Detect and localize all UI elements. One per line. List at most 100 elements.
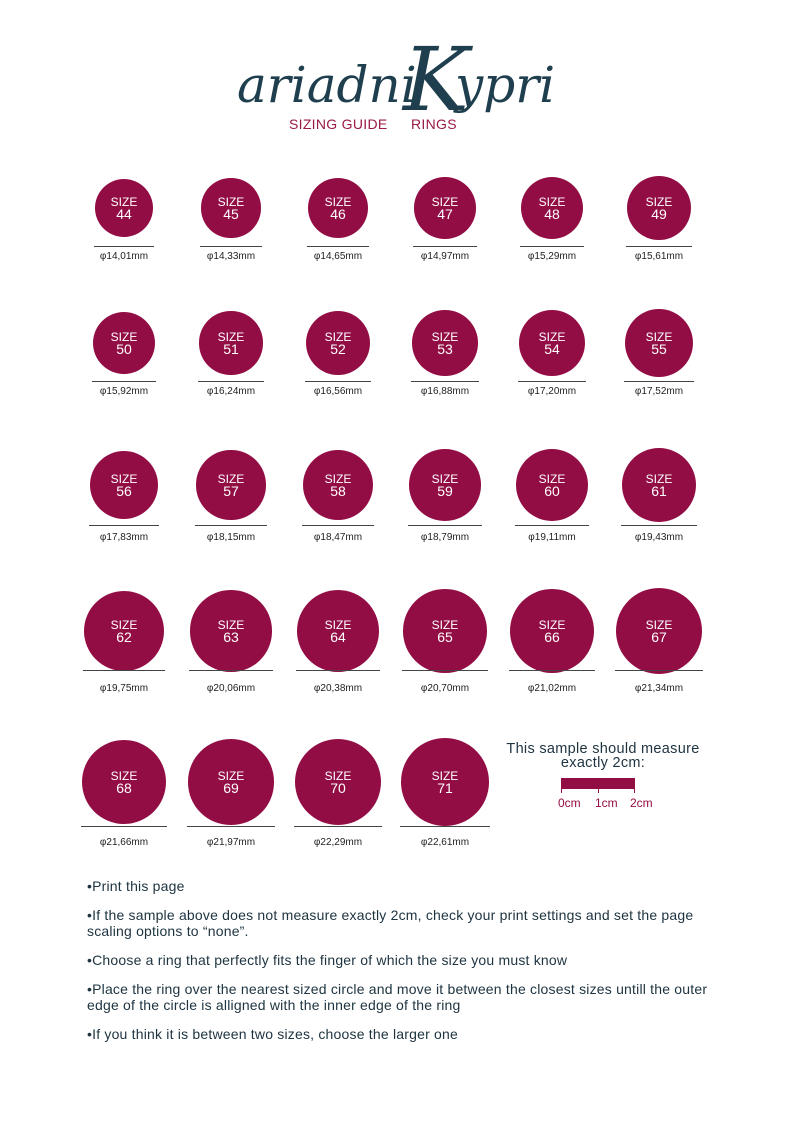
size-rule [517, 381, 587, 382]
size-diameter: φ18,47mm [313, 532, 363, 543]
size-number: 57 [223, 482, 239, 499]
size-number: 61 [651, 483, 667, 499]
size-diameter: φ18,15mm [206, 532, 256, 543]
size-label: SIZE [645, 330, 673, 344]
size-number: 62 [116, 629, 132, 645]
size-diameter: φ21,02mm [527, 683, 577, 694]
size-label: SIZE [645, 618, 673, 632]
size-number: 55 [651, 341, 667, 357]
size-label: SIZE [431, 768, 459, 783]
sample-title-line2: exactly 2cm: [560, 755, 646, 771]
size-number: 58 [330, 482, 346, 499]
size-circle: SIZE 49 [627, 176, 691, 240]
brand-name-k: K [401, 30, 473, 131]
size-diameter: φ20,06mm [206, 683, 256, 694]
size-rule [304, 381, 372, 382]
size-rule [83, 670, 165, 671]
size-circle: SIZE 64 [296, 589, 380, 673]
sample-tick [598, 788, 599, 793]
size-diameter: φ19,43mm [634, 532, 684, 543]
size-number: 45 [223, 205, 239, 222]
size-rule [301, 525, 375, 526]
size-rule [200, 246, 262, 247]
size-rule [519, 246, 585, 247]
size-number: 49 [651, 206, 667, 222]
brand-name-left: ariadni [237, 56, 417, 114]
size-diameter: φ22,29mm [313, 837, 363, 848]
size-rule [195, 525, 267, 526]
size-rule [402, 670, 488, 671]
brand-logo: ariadni K ypri [237, 30, 555, 131]
size-number: 50 [116, 341, 132, 357]
size-circle: SIZE 68 [82, 740, 166, 824]
size-number: 70 [330, 779, 346, 796]
size-rule [89, 525, 159, 526]
sample-bar [561, 778, 635, 789]
size-circle: SIZE 53 [412, 310, 478, 376]
size-diameter: φ19,11mm [528, 532, 576, 543]
sample-title-line1: This sample should measure [506, 741, 700, 757]
size-number: 65 [437, 628, 453, 645]
size-diameter: φ20,70mm [420, 683, 470, 694]
size-label: SIZE [431, 617, 459, 632]
size-diameter: φ15,29mm [527, 251, 577, 262]
size-diameter: φ15,61mm [634, 251, 684, 262]
size-rule [413, 246, 477, 247]
size-diameter: φ20,38mm [313, 683, 363, 694]
size-number: 52 [330, 340, 346, 357]
size-circle: SIZE 65 [403, 589, 487, 673]
size-rule [514, 525, 590, 526]
size-circle: SIZE 58 [302, 449, 374, 521]
sample-tick-label: 0cm [558, 796, 581, 810]
size-rule [626, 246, 692, 247]
size-diameter: φ18,79mm [420, 532, 470, 543]
size-number: 69 [223, 779, 239, 796]
size-label: SIZE [431, 329, 459, 344]
size-circle: SIZE 59 [409, 449, 481, 521]
size-label: SIZE [217, 329, 245, 344]
size-number: 53 [437, 340, 453, 357]
size-circle: SIZE 61 [622, 448, 696, 522]
brand-subtitle-right: RINGS [411, 116, 457, 132]
size-diameter: φ15,92mm [99, 386, 149, 397]
size-label: SIZE [324, 329, 352, 344]
size-label: SIZE [645, 472, 673, 486]
size-diameter: φ17,20mm [527, 386, 577, 397]
size-circle: SIZE 51 [199, 311, 263, 375]
size-rule [400, 826, 490, 827]
size-diameter: φ16,88mm [420, 386, 470, 397]
size-diameter: φ21,97mm [206, 837, 256, 848]
size-label: SIZE [538, 329, 566, 344]
size-label: SIZE [217, 471, 245, 486]
size-label: SIZE [324, 617, 352, 632]
size-diameter: φ16,56mm [313, 386, 363, 397]
size-rule [81, 826, 167, 827]
size-number: 63 [223, 628, 239, 645]
size-circle: SIZE 60 [515, 448, 589, 522]
size-circle: SIZE 56 [90, 451, 158, 519]
size-diameter: φ22,61mm [420, 837, 470, 848]
size-diameter: φ14,65mm [313, 251, 363, 262]
size-diameter: φ21,66mm [99, 837, 149, 848]
size-rule [293, 826, 383, 827]
size-diameter: φ16,24mm [206, 386, 256, 397]
size-label: SIZE [110, 618, 138, 632]
sample-tick [634, 788, 635, 793]
size-rule [198, 381, 264, 382]
size-label: SIZE [538, 617, 566, 632]
size-circle: SIZE 55 [625, 309, 693, 377]
size-label: SIZE [110, 472, 138, 486]
size-circle: SIZE 50 [93, 312, 155, 374]
size-number: 54 [544, 340, 560, 357]
size-rule [189, 670, 273, 671]
size-label: SIZE [645, 195, 673, 209]
size-number: 48 [544, 205, 560, 222]
size-rule [187, 826, 275, 827]
size-circle: SIZE 71 [401, 738, 489, 826]
size-number: 59 [437, 482, 453, 499]
size-label: SIZE [110, 769, 138, 783]
size-label: SIZE [538, 471, 566, 486]
size-rule [94, 246, 154, 247]
size-label: SIZE [324, 768, 352, 783]
size-diameter: φ14,01mm [99, 251, 149, 262]
